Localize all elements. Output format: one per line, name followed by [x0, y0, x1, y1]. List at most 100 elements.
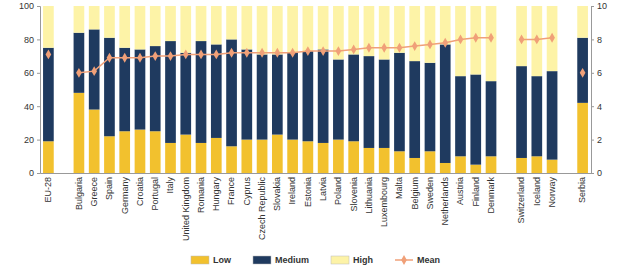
- tick-label: Germany: [120, 177, 130, 215]
- tick-label: 100: [19, 1, 34, 11]
- tick: 0: [29, 168, 40, 178]
- bar: [211, 138, 222, 173]
- bar: [241, 140, 252, 173]
- tick-label: 10: [597, 1, 607, 11]
- legend-label: High: [353, 255, 373, 265]
- tick: Ireland: [287, 173, 297, 205]
- marker: [229, 48, 235, 58]
- tick-label: Greece: [89, 177, 99, 207]
- legend: LowMediumHighMean: [191, 255, 440, 265]
- bar: [379, 59, 390, 148]
- bar: [318, 6, 329, 49]
- tick-label: Finland: [471, 177, 481, 207]
- bar: [303, 141, 314, 173]
- marker: [397, 43, 403, 53]
- legend-swatch: [331, 256, 349, 264]
- chart: 0204060801000246810EU-28BulgariaGreeceSp…: [0, 0, 625, 267]
- tick: Switzerland: [516, 173, 526, 224]
- tick: Netherlands: [440, 173, 450, 226]
- tick: Romania: [196, 173, 206, 213]
- tick-mark: [37, 173, 40, 174]
- tick-mark: [37, 6, 40, 7]
- bar: [89, 6, 100, 29]
- tick: United Kingdom: [181, 173, 191, 241]
- y2-axis: 0246810: [591, 1, 607, 178]
- bar: [150, 46, 161, 131]
- marker: [137, 53, 143, 63]
- tick-label: Netherlands: [440, 177, 450, 226]
- tick-label: Luxembourg: [379, 177, 389, 227]
- tick: Luxembourg: [379, 173, 389, 227]
- tick-label: Spain: [104, 177, 114, 200]
- tick: Croatia: [135, 173, 145, 206]
- legend-label: Medium: [275, 255, 309, 265]
- bar: [89, 29, 100, 109]
- marker: [305, 46, 311, 56]
- tick: 20: [24, 135, 40, 145]
- tick: Poland: [333, 173, 343, 205]
- tick-label: 2: [597, 135, 602, 145]
- tick-label: Denmark: [486, 177, 496, 214]
- bar: [577, 38, 588, 103]
- tick: Czech Republic: [257, 173, 267, 240]
- marker: [107, 53, 113, 63]
- bar: [318, 49, 329, 143]
- legend-label: Mean: [417, 255, 440, 265]
- tick: 8: [591, 35, 602, 45]
- bar: [196, 143, 207, 173]
- bar: [516, 6, 527, 66]
- bar: [180, 53, 191, 135]
- tick: Greece: [89, 173, 99, 207]
- bar: [226, 146, 237, 173]
- bar: [486, 6, 497, 81]
- bar: [333, 59, 344, 139]
- bar: [455, 6, 466, 76]
- tick: Austria: [455, 173, 465, 205]
- bar: [364, 56, 375, 148]
- legend-item: Mean: [395, 255, 440, 265]
- marker: [274, 48, 280, 58]
- bar: [394, 151, 405, 173]
- bar: [379, 148, 390, 173]
- tick: Finland: [471, 173, 481, 207]
- marker: [412, 41, 418, 51]
- tick: Spain: [104, 173, 114, 200]
- axis-line: [37, 7, 41, 174]
- tick-label: 0: [29, 168, 34, 178]
- marker: [76, 68, 82, 78]
- bar: [409, 158, 420, 173]
- bar: [104, 136, 115, 173]
- plot: 0204060801000246810EU-28BulgariaGreeceSp…: [19, 1, 607, 241]
- marker: [534, 34, 540, 44]
- marks: [43, 6, 588, 173]
- tick-label: 60: [24, 68, 34, 78]
- marker: [381, 43, 387, 53]
- line: [48, 38, 582, 73]
- bar: [470, 74, 481, 164]
- bar: [135, 49, 146, 129]
- bar: [394, 53, 405, 152]
- bar: [425, 6, 436, 63]
- tick-label: 4: [597, 102, 602, 112]
- tick: 60: [24, 68, 40, 78]
- legend-marker: [401, 255, 407, 265]
- legend-item: High: [331, 255, 373, 265]
- bar: [394, 6, 405, 53]
- tick-label: United Kingdom: [181, 177, 191, 241]
- tick-label: 0: [597, 168, 602, 178]
- tick: 80: [24, 35, 40, 45]
- bar: [74, 93, 85, 173]
- bar: [226, 39, 237, 146]
- bar: [104, 38, 115, 137]
- bar: [43, 141, 54, 173]
- marker: [473, 33, 479, 43]
- tick: Lithuania: [364, 173, 374, 214]
- bar: [516, 66, 527, 158]
- tick-mark: [37, 39, 40, 40]
- bar: [74, 6, 85, 33]
- marker: [458, 34, 464, 44]
- bar: [516, 158, 527, 173]
- legend-swatch: [191, 256, 209, 264]
- tick: Serbia: [577, 173, 587, 203]
- bar: [241, 49, 252, 139]
